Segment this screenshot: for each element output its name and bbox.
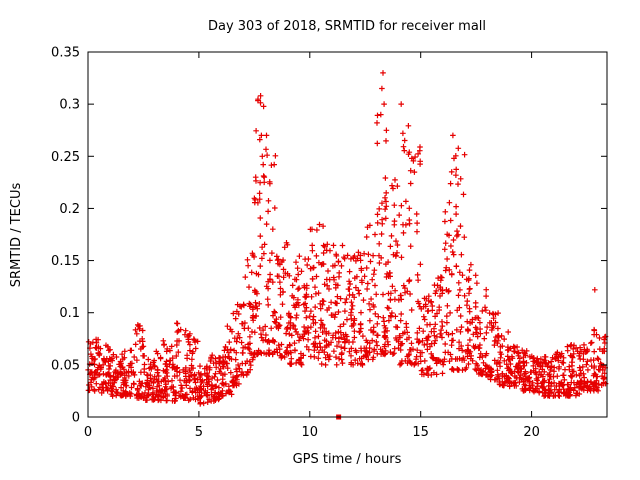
x-axis-label: GPS time / hours bbox=[293, 452, 402, 467]
axis-ticks bbox=[87, 51, 607, 418]
x-tick-label: 5 bbox=[195, 425, 203, 440]
plot-frame bbox=[87, 51, 608, 418]
x-tick-label: 10 bbox=[302, 425, 319, 440]
chart-title: Day 303 of 2018, SRMTID for receiver mal… bbox=[208, 19, 486, 34]
y-tick-label: 0.25 bbox=[51, 150, 80, 165]
y-tick-label: 0.05 bbox=[51, 358, 80, 373]
axis-tick-labels: 0 5 10 15 20 0 0.05 0.1 0.15 0.2 0.25 0.3 0.35 bbox=[51, 46, 540, 441]
y-tick-label: 0.15 bbox=[51, 254, 80, 269]
y-tick-label: 0.1 bbox=[59, 306, 80, 321]
scatter-marker-path bbox=[85, 70, 609, 407]
x-tick-label: 0 bbox=[84, 425, 92, 440]
y-axis-label: SRMTID / TECUs bbox=[9, 183, 24, 288]
y-tick-label: 0.35 bbox=[51, 46, 80, 61]
scatter-points bbox=[85, 70, 609, 420]
y-tick-label: 0.3 bbox=[59, 98, 80, 113]
x-tick-label: 20 bbox=[523, 425, 540, 440]
x-tick-label: 15 bbox=[412, 425, 429, 440]
y-tick-label: 0.2 bbox=[59, 202, 80, 217]
y-tick-label: 0 bbox=[72, 411, 80, 426]
